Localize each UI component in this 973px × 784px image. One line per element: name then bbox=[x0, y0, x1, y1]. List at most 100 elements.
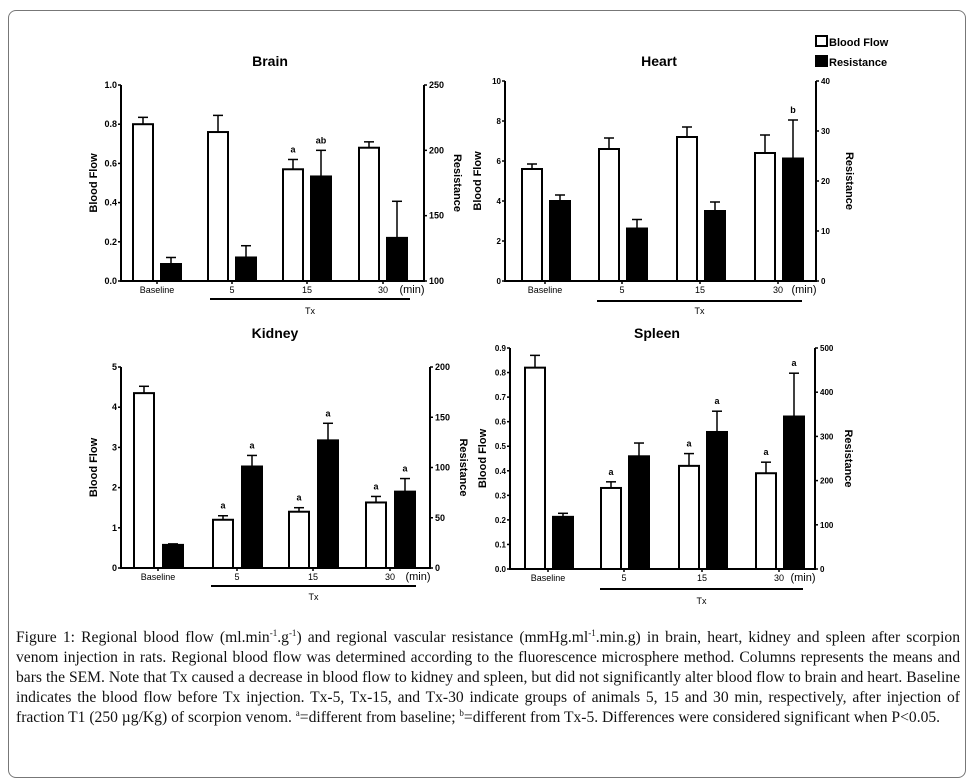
significance-label: a bbox=[763, 447, 769, 457]
caption-sup: -1 bbox=[588, 627, 596, 638]
chart-brain: Brain 0.0 0.2 0.4 0.6 0.8 1.0 100 150 200 250 Blood… bbox=[88, 53, 463, 316]
caption-text: Regional blood flow (ml.min bbox=[74, 629, 270, 646]
y-tick-label-left: 0.5 bbox=[495, 442, 507, 451]
figure-frame bbox=[8, 10, 966, 778]
x-tick-label: 30 bbox=[378, 285, 388, 295]
chart-title: Kidney bbox=[252, 325, 299, 341]
caption-sup: -1 bbox=[269, 627, 278, 638]
legend-swatch-resistance bbox=[815, 55, 828, 67]
bar-resistance bbox=[782, 157, 804, 282]
figure-caption: Figure 1: Regional blood flow (ml.min-1.… bbox=[16, 628, 960, 728]
x-unit-label: (min) bbox=[791, 284, 816, 296]
significance-label: a bbox=[373, 481, 379, 491]
legend-label-blood-flow: Blood Flow bbox=[829, 37, 889, 49]
caption-text: =different from Tx-5. Differences were c… bbox=[463, 709, 941, 726]
tx-group-label: Tx bbox=[697, 596, 707, 606]
chart-heart: Heart 0 2 4 6 8 10 0 10 20 30 40 Blood Flow Resistanc… bbox=[472, 53, 855, 316]
y-tick-label-left: 0.9 bbox=[495, 344, 507, 353]
x-tick-label: Baseline bbox=[531, 573, 566, 583]
x-tick-label: 30 bbox=[385, 572, 395, 582]
y-tick-label-right: 50 bbox=[435, 513, 445, 523]
y-tick-label-left: 2 bbox=[112, 483, 117, 493]
y-tick-label-right: 0 bbox=[435, 563, 440, 573]
significance-label: a bbox=[325, 408, 331, 418]
chart-spleen: Spleen 0.0 0.1 0.2 0.3 0.4 0.5 0.6 0.7 0.8 0.9 0 100… bbox=[477, 325, 854, 606]
bar-blood-flow bbox=[600, 486, 622, 571]
y-tick-label-right: 250 bbox=[429, 80, 444, 90]
y-tick-label-left: 0.6 bbox=[495, 418, 507, 427]
y-tick-label-right: 0 bbox=[821, 277, 826, 286]
figure-panels: Blood Flow Resistance Brain 0.0 0.2 0.4 0.6 0… bbox=[88, 35, 889, 606]
y-tick-label-right: 150 bbox=[429, 211, 444, 221]
significance-label: a bbox=[249, 440, 255, 450]
y-tick-label-left: 0.2 bbox=[104, 237, 117, 247]
y-tick-label-left: 4 bbox=[112, 402, 117, 412]
bar-resistance bbox=[549, 200, 571, 282]
y-tick-label-left: 0.2 bbox=[495, 516, 507, 525]
x-tick-label: 30 bbox=[774, 573, 784, 583]
x-tick-label: 5 bbox=[621, 573, 626, 583]
y-tick-label-left: 0.6 bbox=[104, 158, 117, 168]
significance-label: a bbox=[402, 464, 408, 474]
y-tick-label-right: 10 bbox=[821, 227, 830, 236]
bar-blood-flow bbox=[524, 366, 546, 570]
bar-blood-flow bbox=[212, 518, 234, 570]
bar-resistance bbox=[706, 430, 728, 571]
caption-sup: a bbox=[295, 707, 300, 718]
y-tick-label-left: 0.4 bbox=[495, 467, 507, 476]
bar-resistance bbox=[160, 263, 182, 283]
y-tick-label-right: 400 bbox=[820, 388, 834, 397]
y-tick-label-left: 0.8 bbox=[104, 119, 117, 129]
y-tick-label-left: 0 bbox=[497, 277, 502, 286]
significance-label: b bbox=[790, 105, 796, 115]
y-tick-label-right: 100 bbox=[429, 276, 444, 286]
caption-text: .min.g) in brain, heart, kidney and sple… bbox=[16, 629, 960, 726]
bar-resistance bbox=[317, 439, 339, 569]
y-tick-label-left: 2 bbox=[497, 237, 502, 246]
y-tick-label-right: 300 bbox=[820, 432, 834, 441]
y-tick-label-right: 30 bbox=[821, 127, 830, 136]
bar-resistance bbox=[783, 415, 805, 571]
y-tick-label-left: 5 bbox=[112, 362, 117, 372]
y-tick-label-left: 3 bbox=[112, 442, 117, 452]
y-tick-label-left: 10 bbox=[492, 77, 501, 86]
x-tick-label: 15 bbox=[697, 573, 707, 583]
y-tick-label-left: 0.7 bbox=[495, 393, 507, 402]
bar-resistance bbox=[386, 236, 408, 283]
y-tick-label-left: 0 bbox=[112, 563, 117, 573]
x-tick-label: 15 bbox=[308, 572, 318, 582]
x-tick-label: Baseline bbox=[140, 285, 175, 295]
bar-resistance bbox=[394, 490, 416, 569]
bar-resistance bbox=[241, 465, 263, 569]
y-tick-label-right: 40 bbox=[821, 77, 830, 86]
y-tick-label-left: 1.0 bbox=[104, 80, 117, 90]
y-tick-label-right: 0 bbox=[820, 565, 825, 574]
bar-blood-flow bbox=[365, 501, 387, 569]
significance-label: a bbox=[290, 144, 296, 154]
bar-resistance bbox=[626, 227, 648, 282]
significance-label: a bbox=[791, 358, 797, 368]
y-tick-label-left: 8 bbox=[497, 117, 502, 126]
y-axis-label-left: Blood Flow bbox=[477, 428, 489, 488]
y-tick-label-left: 4 bbox=[497, 197, 502, 206]
y-axis-label-right: Resistance bbox=[842, 429, 854, 487]
caption-label: Figure 1: bbox=[16, 629, 75, 646]
bar-blood-flow bbox=[358, 146, 380, 282]
caption-sup: -1 bbox=[288, 627, 297, 638]
legend-swatch-blood-flow bbox=[815, 35, 828, 47]
bar-blood-flow bbox=[676, 136, 698, 282]
y-tick-label-left: 0.0 bbox=[495, 565, 507, 574]
y-axis-label-left: Blood Flow bbox=[472, 151, 484, 211]
significance-label: a bbox=[296, 493, 302, 503]
bar-resistance bbox=[704, 210, 726, 282]
y-tick-label-right: 200 bbox=[435, 362, 450, 372]
x-tick-label: 15 bbox=[695, 285, 705, 295]
significance-label: a bbox=[714, 396, 720, 406]
bar-blood-flow bbox=[754, 152, 776, 282]
legend: Blood Flow Resistance bbox=[815, 35, 889, 69]
x-tick-label: Baseline bbox=[528, 285, 563, 295]
y-tick-label-right: 100 bbox=[435, 463, 450, 473]
y-tick-label-left: 0.4 bbox=[104, 198, 117, 208]
y-tick-label-left: 1 bbox=[112, 523, 117, 533]
